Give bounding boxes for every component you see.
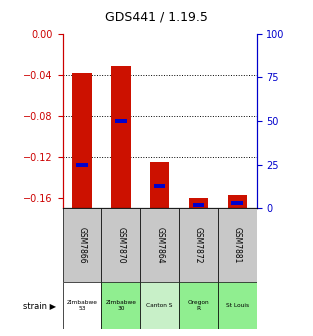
Bar: [154, 183, 166, 188]
Text: GSM7870: GSM7870: [116, 227, 125, 264]
Bar: [218, 208, 257, 282]
Bar: [111, 67, 131, 208]
Bar: [76, 163, 88, 167]
Bar: [101, 282, 140, 329]
Bar: [189, 198, 208, 208]
Bar: [72, 73, 92, 208]
Text: GSM7864: GSM7864: [155, 227, 164, 264]
Bar: [63, 282, 101, 329]
Text: Canton S: Canton S: [146, 303, 173, 308]
Bar: [140, 208, 179, 282]
Text: Zimbabwe
30: Zimbabwe 30: [105, 300, 136, 311]
Text: GDS441 / 1.19.5: GDS441 / 1.19.5: [105, 10, 208, 24]
Bar: [218, 282, 257, 329]
Bar: [63, 208, 101, 282]
Text: Oregon
R: Oregon R: [187, 300, 209, 311]
Bar: [179, 282, 218, 329]
Bar: [192, 203, 204, 207]
Bar: [150, 162, 169, 208]
Bar: [179, 208, 218, 282]
Text: GSM7872: GSM7872: [194, 227, 203, 263]
Text: GSM7881: GSM7881: [233, 227, 242, 263]
Text: Zimbabwe
53: Zimbabwe 53: [66, 300, 98, 311]
Bar: [115, 119, 127, 123]
Bar: [231, 201, 243, 205]
Text: strain ▶: strain ▶: [23, 301, 56, 310]
Bar: [228, 195, 247, 208]
Bar: [101, 208, 140, 282]
Text: GSM7866: GSM7866: [78, 227, 86, 264]
Bar: [140, 282, 179, 329]
Text: St Louis: St Louis: [226, 303, 249, 308]
